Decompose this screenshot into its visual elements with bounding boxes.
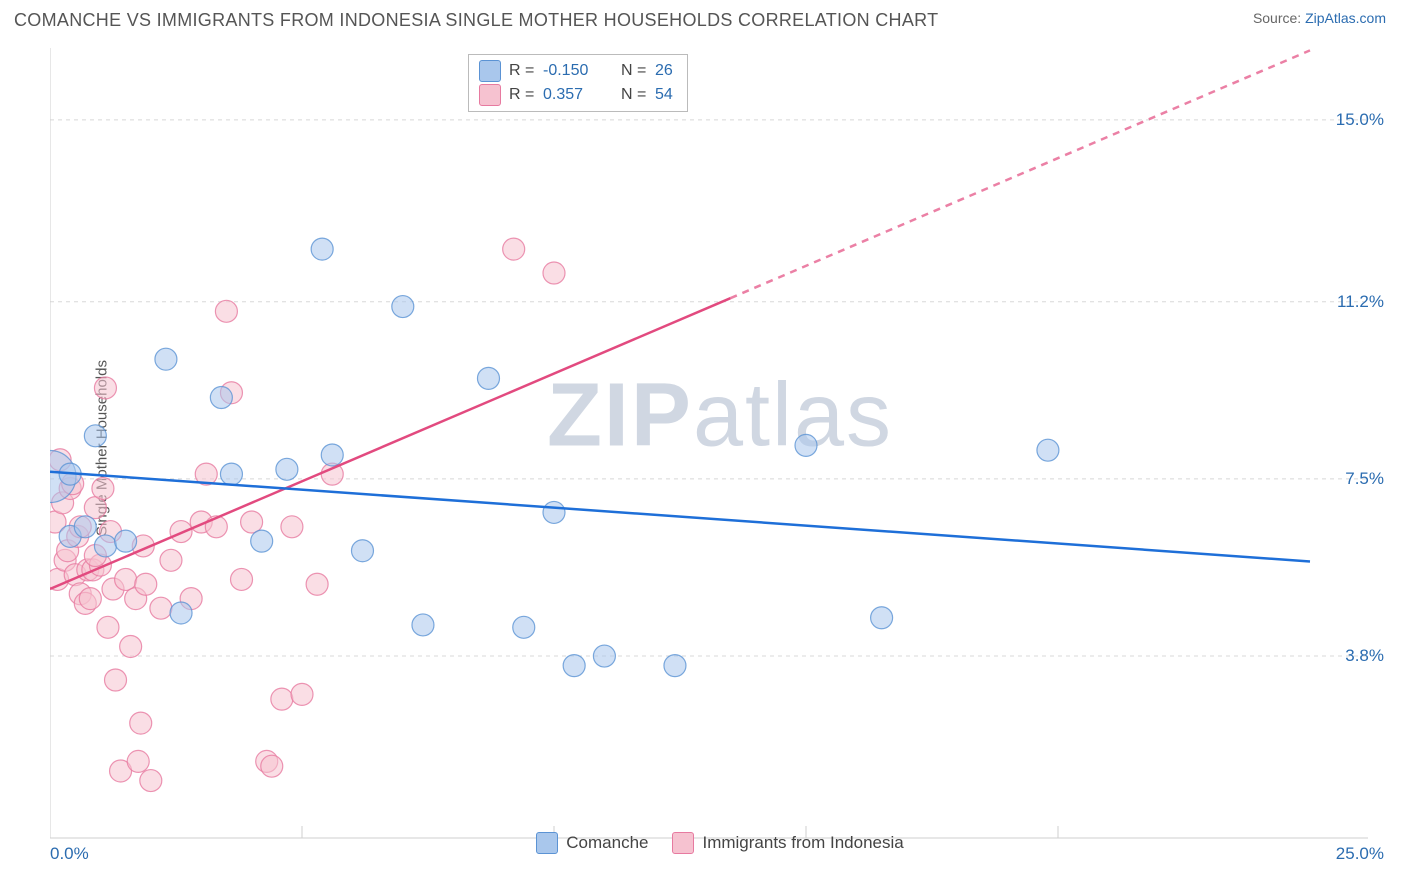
legend-swatch-icon [479, 60, 501, 82]
source-link[interactable]: ZipAtlas.com [1305, 10, 1386, 26]
legend-series: Comanche Immigrants from Indonesia [50, 832, 1390, 854]
legend-stat-row: R = 0.357 N = 54 [479, 83, 673, 107]
legend-swatch-icon [672, 832, 694, 854]
y-tick-label: 15.0% [1336, 110, 1384, 130]
legend-r-label: R = [509, 59, 535, 83]
y-tick-label: 7.5% [1345, 469, 1384, 489]
source-attribution: Source: ZipAtlas.com [1253, 10, 1386, 26]
chart-title: COMANCHE VS IMMIGRANTS FROM INDONESIA SI… [14, 10, 938, 31]
legend-series-label: Comanche [566, 833, 648, 853]
y-tick-label: 11.2% [1337, 292, 1384, 312]
legend-r-value: 0.357 [543, 83, 613, 107]
legend-correlation: R = -0.150 N = 26 R = 0.357 N = 54 [468, 54, 688, 112]
x-tick-label: 25.0% [1336, 844, 1384, 864]
legend-swatch-icon [479, 84, 501, 106]
legend-r-label: R = [509, 83, 535, 107]
legend-n-label: N = [621, 83, 647, 107]
legend-series-item: Immigrants from Indonesia [672, 832, 903, 854]
y-tick-label: 3.8% [1345, 646, 1384, 666]
x-tick-label: 0.0% [50, 844, 89, 864]
legend-n-value: 26 [655, 59, 673, 83]
scatter-plot-svg [50, 48, 1390, 848]
legend-stat-row: R = -0.150 N = 26 [479, 59, 673, 83]
legend-series-item: Comanche [536, 832, 648, 854]
legend-n-label: N = [621, 59, 647, 83]
source-prefix: Source: [1253, 10, 1305, 26]
legend-n-value: 54 [655, 83, 673, 107]
chart-area: Single Mother Households ZIPatlas R =-0.… [50, 48, 1390, 848]
legend-series-label: Immigrants from Indonesia [702, 833, 903, 853]
legend-r-value: -0.150 [543, 59, 613, 83]
legend-swatch-icon [536, 832, 558, 854]
